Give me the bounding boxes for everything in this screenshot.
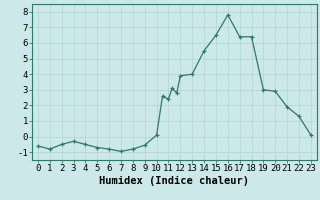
X-axis label: Humidex (Indice chaleur): Humidex (Indice chaleur) (100, 176, 249, 186)
